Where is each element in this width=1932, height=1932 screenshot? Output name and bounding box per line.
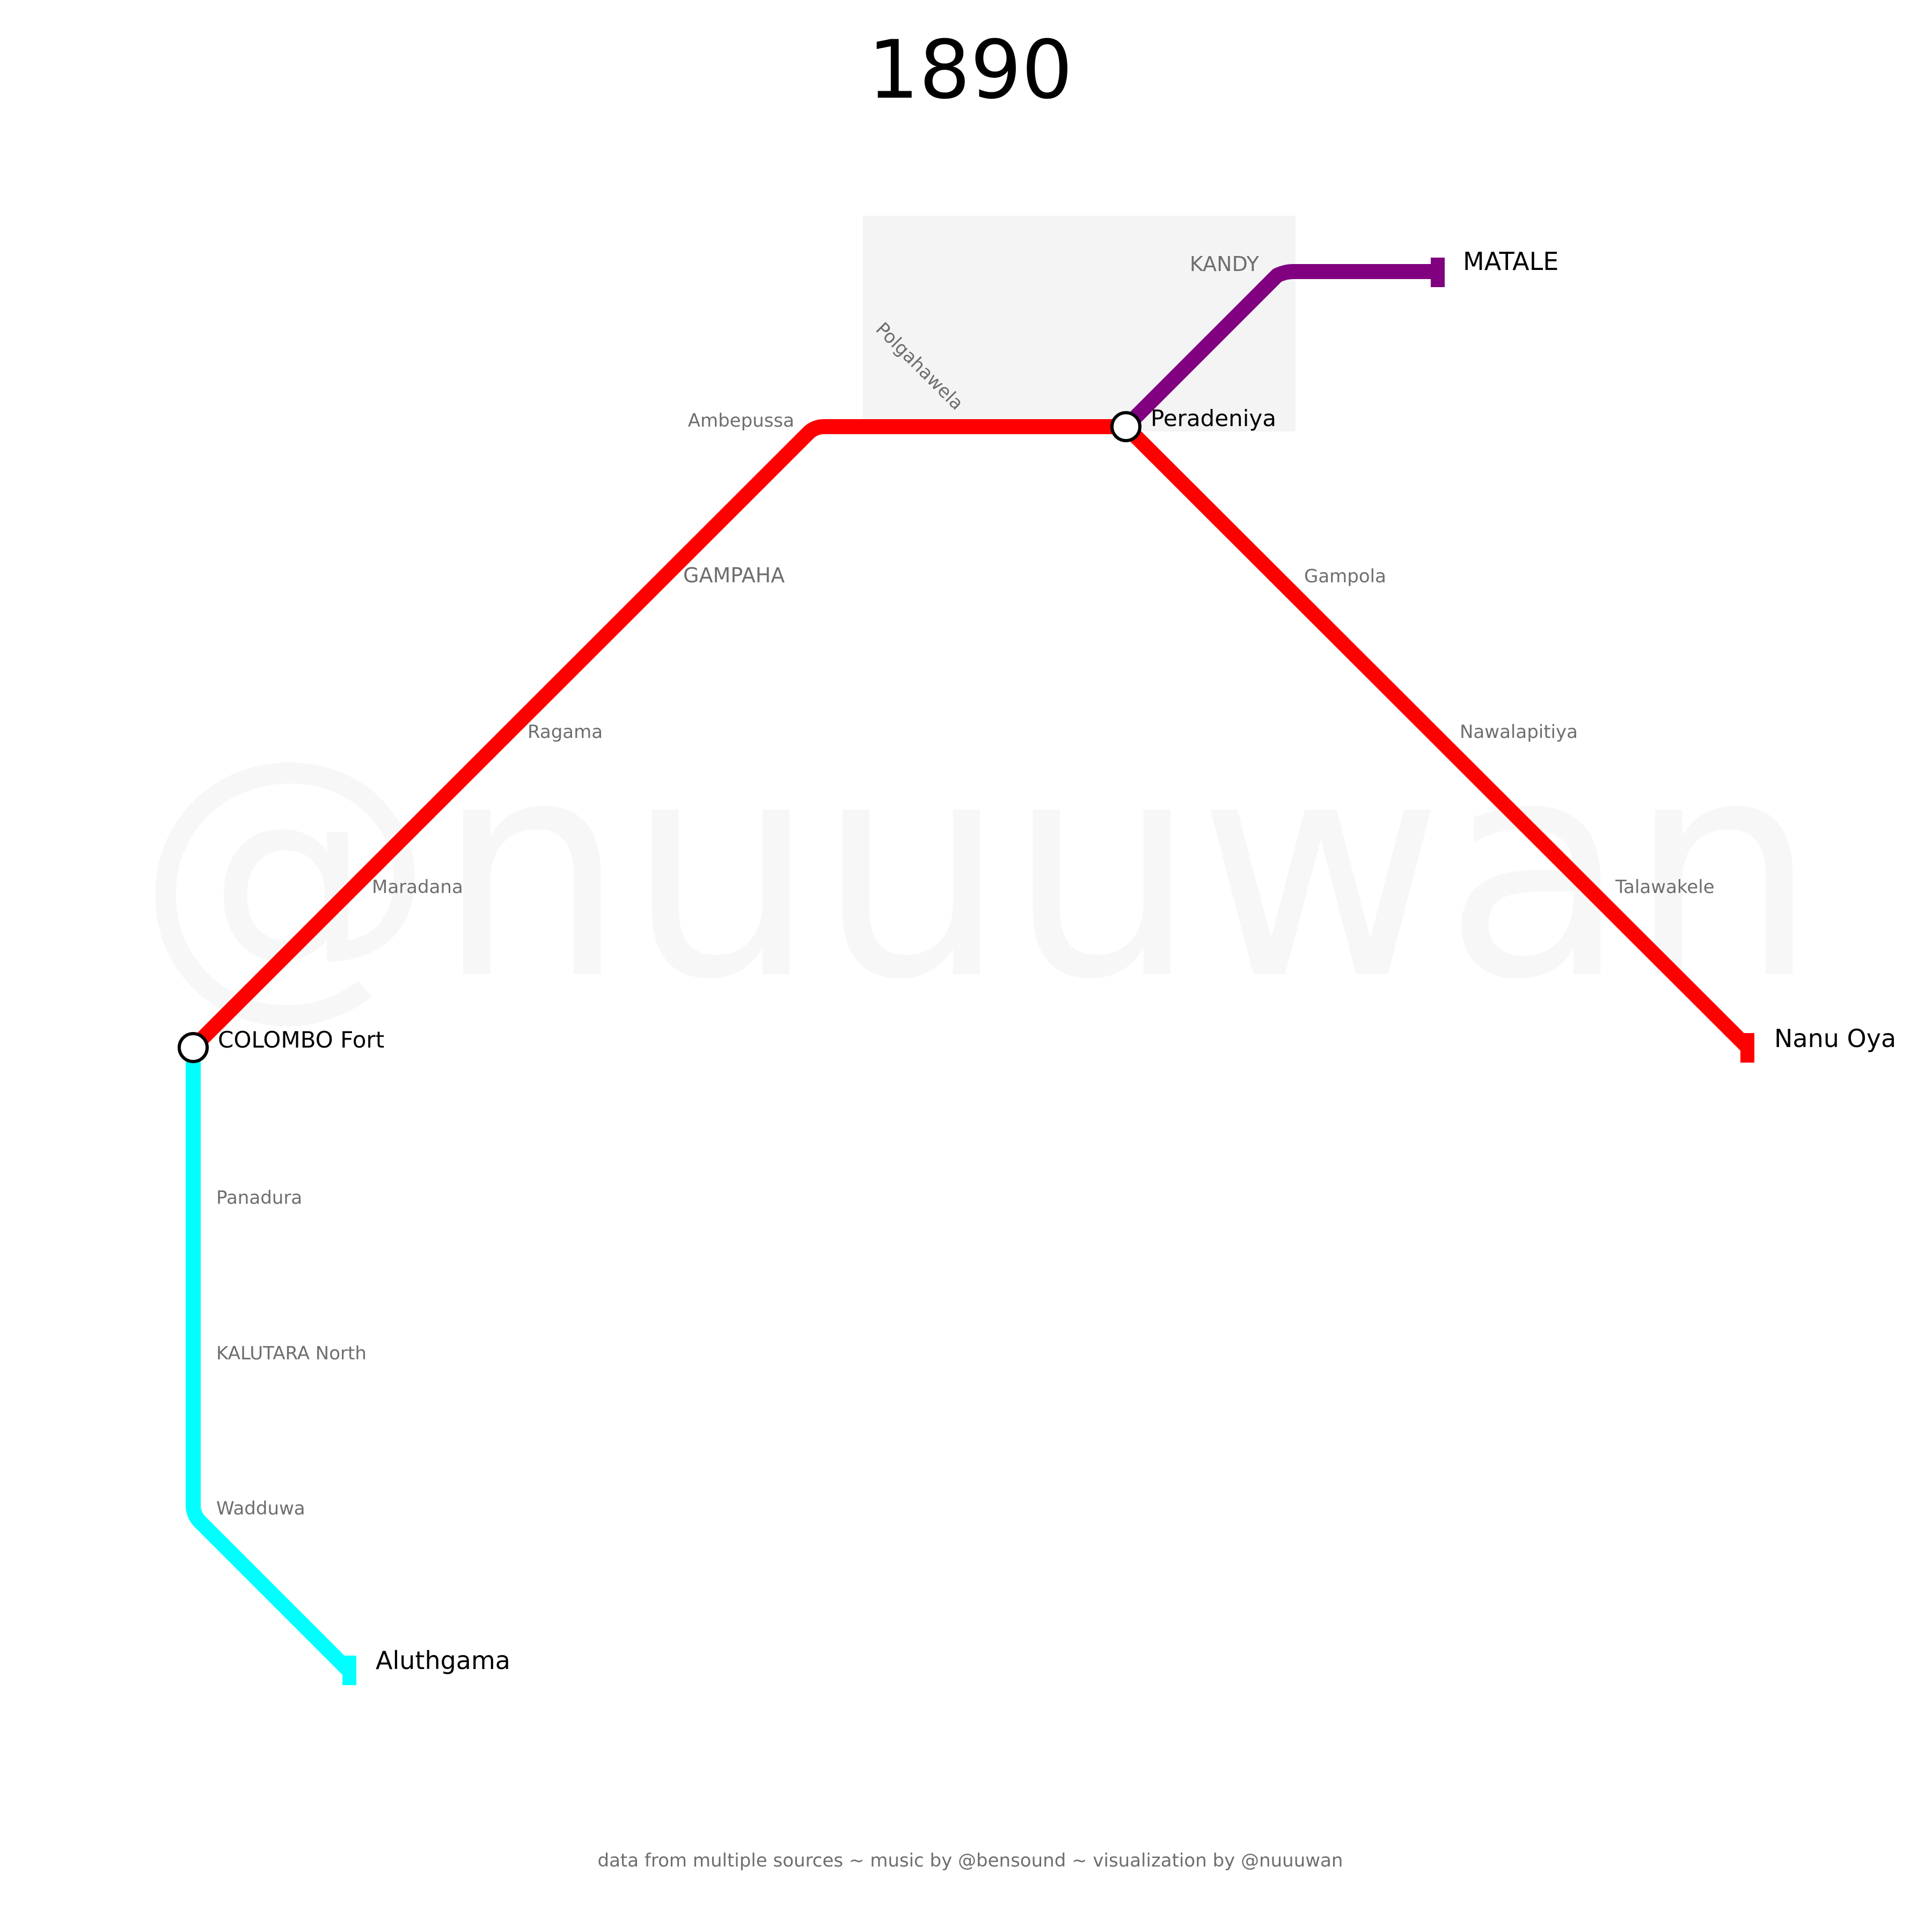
- matale-line: [1121, 264, 1436, 432]
- footer-credits: data from multiple sources ~ music by @b…: [598, 1850, 1343, 1871]
- nanu-oya-terminus: [1740, 1033, 1754, 1063]
- station-kandy: KANDY: [1190, 252, 1260, 276]
- station-gampaha: GAMPAHA: [683, 564, 785, 587]
- colombo-fort-junction: [178, 1032, 209, 1063]
- station-ambepussa: Ambepussa: [688, 410, 794, 431]
- station-ragama: Ragama: [528, 721, 603, 743]
- station-peradeniya: Peradeniya: [1151, 405, 1276, 431]
- station-talawakele: Talawakele: [1615, 876, 1715, 898]
- station-nanu-oya: Nanu Oya: [1774, 1024, 1896, 1053]
- station-gampola: Gampola: [1304, 566, 1386, 587]
- station-nawalapitiya: Nawalapitiya: [1460, 721, 1578, 743]
- station-wadduwa: Wadduwa: [216, 1498, 305, 1519]
- station-kalutara-north: KALUTARA North: [216, 1343, 367, 1364]
- peradeniya-junction: [1110, 411, 1141, 442]
- station-maradana: Maradana: [372, 876, 463, 898]
- station-aluthgama: Aluthgama: [376, 1646, 510, 1675]
- station-matale: MATALE: [1463, 247, 1558, 276]
- station-colombo-fort: COLOMBO Fort: [218, 1027, 384, 1053]
- matale-terminus: [1431, 258, 1445, 287]
- coast-line: [186, 1048, 355, 1677]
- main-line: [188, 419, 1752, 1053]
- aluthgama-terminus: [342, 1656, 356, 1685]
- map-title: 1890: [868, 24, 1073, 117]
- watermark: @nuuuwan: [135, 696, 1818, 1045]
- station-panadura: Panadura: [216, 1187, 302, 1209]
